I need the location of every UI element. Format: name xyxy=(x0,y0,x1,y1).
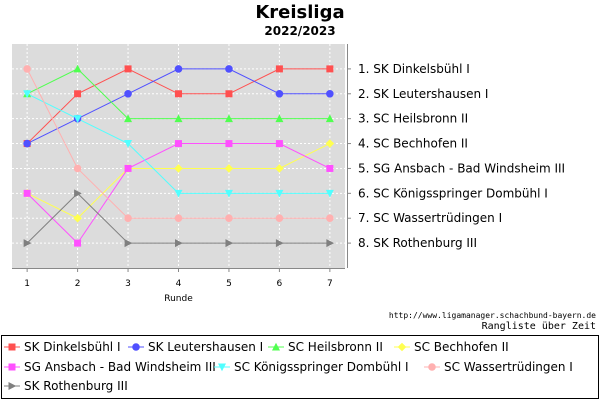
data-point xyxy=(225,239,234,248)
x-tick-label: 5 xyxy=(226,279,232,289)
data-point xyxy=(8,363,16,371)
legend-label: SK Dinkelsbühl I xyxy=(24,340,121,354)
chart-subtitle: 2022/2023 xyxy=(264,24,336,38)
data-point xyxy=(275,164,284,173)
data-point xyxy=(275,114,284,123)
data-point xyxy=(175,90,182,98)
data-point xyxy=(326,214,334,223)
credit-caption: Rangliste über Zeit xyxy=(481,321,596,332)
data-point xyxy=(325,139,335,148)
data-point xyxy=(74,239,82,247)
data-point xyxy=(175,140,182,148)
data-point xyxy=(224,164,234,173)
data-point xyxy=(325,189,334,198)
data-point xyxy=(124,239,133,248)
data-point xyxy=(174,214,183,223)
x-tick-label: 7 xyxy=(327,279,333,289)
data-point xyxy=(225,65,233,73)
legend-label: SC Bechhofen II xyxy=(414,340,509,354)
data-point xyxy=(124,114,133,123)
data-point xyxy=(73,164,82,173)
data-point xyxy=(275,214,284,223)
data-point xyxy=(225,140,233,148)
data-point xyxy=(23,239,32,248)
data-point xyxy=(23,65,31,73)
data-point xyxy=(275,89,284,98)
data-point xyxy=(225,90,233,98)
data-point xyxy=(174,65,183,73)
data-point xyxy=(275,189,284,198)
data-point xyxy=(224,114,233,123)
data-point xyxy=(174,189,183,198)
data-point xyxy=(275,65,283,73)
legend-label: SG Ansbach - Bad Windsheim III xyxy=(24,360,216,374)
credit-url[interactable]: http://www.ligamanager.schachbund-bayern… xyxy=(388,311,596,320)
data-point xyxy=(275,140,283,148)
data-point xyxy=(326,89,334,98)
data-point xyxy=(124,65,132,73)
x-axis-label: Runde xyxy=(164,294,193,304)
data-point xyxy=(132,343,140,351)
standing-label: 7. SC Wassertrüdingen I xyxy=(358,211,502,225)
data-point xyxy=(225,214,233,223)
data-point xyxy=(326,65,334,73)
legend-label: SC Königsspringer Dombühl I xyxy=(234,360,409,374)
standing-label: 6. SC Königsspringer Dombühl I xyxy=(358,186,548,200)
legend-label: SC Heilsbronn II xyxy=(288,340,383,354)
data-point xyxy=(124,140,133,148)
legend-label: SK Rothenburg III xyxy=(24,379,128,393)
data-point xyxy=(174,164,183,173)
data-point xyxy=(275,239,284,248)
data-point xyxy=(326,239,335,248)
standing-label: 4. SC Bechhofen II xyxy=(358,137,468,151)
x-tick-label: 2 xyxy=(75,279,81,289)
legend-label: SC Wassertrüdingen I xyxy=(444,360,573,374)
data-point xyxy=(124,164,132,172)
x-tick-label: 4 xyxy=(176,279,182,289)
data-point xyxy=(74,90,82,98)
data-point xyxy=(124,214,132,223)
data-point xyxy=(428,363,436,371)
standing-label: 1. SK Dinkelsbühl I xyxy=(358,62,470,76)
x-tick-label: 1 xyxy=(24,279,30,289)
standing-label: 8. SK Rothenburg III xyxy=(358,236,477,250)
data-point xyxy=(74,189,82,198)
data-point xyxy=(23,90,32,99)
data-point xyxy=(224,189,233,198)
data-point xyxy=(73,64,82,73)
data-point xyxy=(397,342,407,352)
data-point xyxy=(326,164,334,172)
data-point xyxy=(23,139,31,148)
data-point xyxy=(272,342,280,351)
standing-label: 2. SK Leutershausen I xyxy=(358,87,488,101)
data-point xyxy=(73,115,82,123)
standing-label: 5. SG Ansbach - Bad Windsheim III xyxy=(358,161,565,175)
data-point xyxy=(8,382,17,390)
data-point xyxy=(23,189,31,197)
data-point xyxy=(174,114,183,123)
x-tick-label: 6 xyxy=(277,279,283,289)
data-point xyxy=(124,89,132,98)
data-point xyxy=(73,213,82,223)
data-point xyxy=(218,363,226,372)
data-point xyxy=(8,343,16,351)
data-point xyxy=(325,114,334,123)
legend-box xyxy=(1,335,599,399)
data-point xyxy=(175,239,183,248)
chart-title: Kreisliga xyxy=(255,2,345,23)
x-tick-label: 3 xyxy=(125,279,131,289)
legend-label: SK Leutershausen I xyxy=(148,340,263,354)
standing-label: 3. SC Heilsbronn II xyxy=(358,112,468,126)
